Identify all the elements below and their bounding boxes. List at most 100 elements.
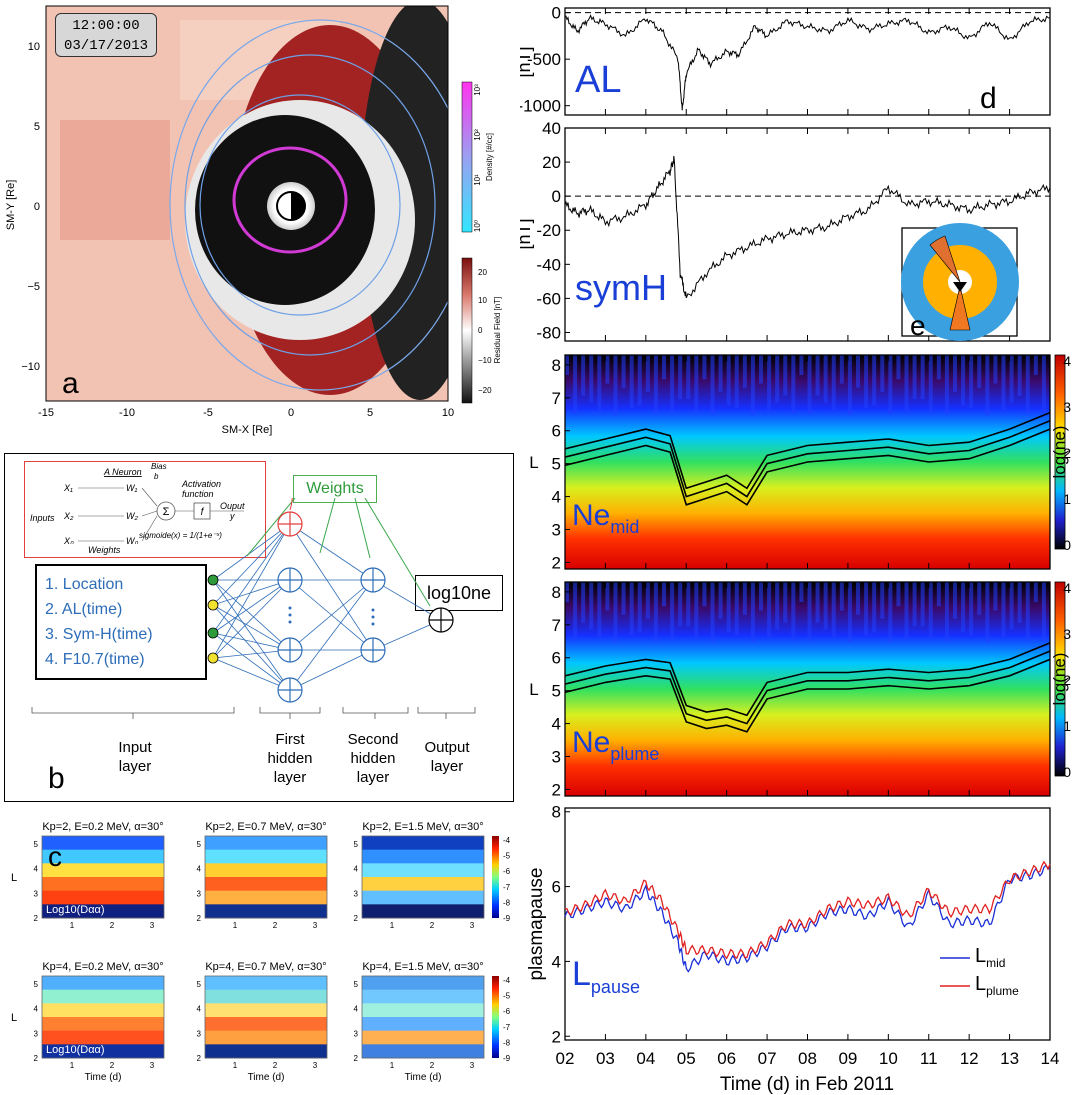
diffusion-ytick: 2 <box>354 1054 359 1063</box>
diffusion-cbar-tick: -8 <box>503 1038 511 1047</box>
diffusion-plot <box>204 835 328 919</box>
neuron-title: A Neuron <box>103 467 142 477</box>
y-tick-label: 3 <box>552 747 561 766</box>
diffusion-xlabel: Time (d) <box>405 1072 442 1083</box>
diffusion-band <box>205 1003 327 1018</box>
x-tick-label: 02 <box>556 1049 575 1068</box>
neuron-diagram-box <box>24 461 266 558</box>
diffusion-ylabel: L <box>11 872 17 884</box>
ne-cbar-tick: 3 <box>1063 399 1071 415</box>
diffusion-ytick: 4 <box>354 1005 359 1014</box>
plasmapause-xlabel: Time (d) in Feb 2011 <box>720 1074 894 1095</box>
plasmapause-contour-line <box>565 650 1050 725</box>
inputs-label: Inputs <box>30 513 55 523</box>
diffusion-band <box>362 863 484 878</box>
diffusion-xtick: 1 <box>70 1061 75 1070</box>
panel-a-xticks: -15 -10 -5 0 5 10 <box>38 407 454 419</box>
y-tick-label: 2 <box>552 780 561 799</box>
diffusion-plot-frame <box>361 975 485 1059</box>
diffusion-xtick: 2 <box>110 921 115 930</box>
diffusion-band <box>205 989 327 1004</box>
x-tick-label: 05 <box>677 1049 696 1068</box>
diffusion-band <box>205 863 327 878</box>
diffusion-band <box>205 1030 327 1045</box>
diffusion-plot <box>41 975 165 1059</box>
panel-a-yticks: 10 5 0 −5 −10 <box>21 41 40 373</box>
timestamp-box: 12:00:00 03/17/2013 <box>55 13 157 57</box>
diffusion-ytick: 3 <box>197 889 202 898</box>
x-tick-label: 09 <box>838 1049 857 1068</box>
diffusion-cbar-tick: -4 <box>503 976 511 985</box>
diffusion-band <box>362 849 484 864</box>
diffusion-ytick: 2 <box>197 1054 202 1063</box>
ne-cbar-label: log(ne) <box>1050 653 1069 706</box>
plasmapause-contour-line <box>565 428 1050 506</box>
output-node <box>428 607 454 633</box>
diffusion-xtick: 3 <box>470 1061 475 1070</box>
y-tick-label: 7 <box>552 616 561 635</box>
diffusion-plot-title: Kp=2, E=1.5 MeV, α=30° <box>362 821 483 833</box>
symh-series <box>564 155 1051 299</box>
diffusion-ytick: 4 <box>34 865 39 874</box>
diffusion-plot-frame <box>41 975 165 1059</box>
ne-cbar-tick: 3 <box>1063 626 1071 642</box>
x-tick-label: 06 <box>717 1049 736 1068</box>
svg-text:−20: −20 <box>478 386 492 395</box>
svg-text:-10: -10 <box>119 407 135 419</box>
x-tick-label: 11 <box>920 1049 938 1068</box>
timestamp-date: 03/17/2013 <box>63 38 148 54</box>
output-word: Ouput <box>220 501 245 511</box>
al-ylabel: [nT] <box>520 46 534 77</box>
density-colorbar <box>461 81 473 233</box>
diffusion-band <box>42 863 164 878</box>
diffusion-ytick: 5 <box>34 980 39 989</box>
al-big-label: AL <box>575 59 621 101</box>
ne-colorbar <box>1054 354 1066 550</box>
y-tick-label: 2 <box>552 1027 561 1046</box>
weights-small-label: Weights <box>88 545 121 555</box>
diffusion-cbar-tick: -6 <box>503 1007 511 1016</box>
diffusion-band <box>205 1044 327 1059</box>
y-tick-label: 7 <box>552 389 561 408</box>
ne-colorbar <box>1054 581 1066 777</box>
y-tick-label: 4 <box>552 952 561 971</box>
ne-cbar-tick: 1 <box>1063 718 1071 734</box>
ne-cbar-tick: 4 <box>1063 353 1071 369</box>
symh-big-label: symH <box>575 267 667 308</box>
heatmap-ylabel: L <box>529 453 538 472</box>
y-tick-label: 5 <box>552 682 561 701</box>
diffusion-ytick: 3 <box>34 889 39 898</box>
diffusion-xlabel: Time (d) <box>85 1072 122 1083</box>
svg-text:10: 10 <box>28 41 40 53</box>
diffusion-xtick: 2 <box>273 921 278 930</box>
sum-symbol: Σ <box>163 506 170 518</box>
diffusion-band <box>362 890 484 905</box>
diffusion-plot <box>204 975 328 1059</box>
plasmapause-contour-line <box>565 658 1050 733</box>
xn-term: Xₙ <box>63 536 74 546</box>
plasmapause-contour-line <box>565 411 1050 490</box>
bias-label: Bias <box>151 462 167 471</box>
diffusion-xtick: 3 <box>150 921 155 930</box>
diffusion-xtick: 3 <box>150 1061 155 1070</box>
diffusion-band <box>362 1017 484 1032</box>
y-tick-label: 8 <box>552 803 561 822</box>
diffusion-xtick: 2 <box>430 921 435 930</box>
diffusion-ytick: 5 <box>354 980 359 989</box>
diffusion-ytick: 4 <box>354 865 359 874</box>
diffusion-xtick: 3 <box>470 921 475 930</box>
diffusion-band <box>42 1003 164 1018</box>
diffusion-plot-title: Kp=4, E=0.7 MeV, α=30° <box>205 961 326 973</box>
y-tick-label: 8 <box>552 356 561 375</box>
wn-term: Wₙ <box>126 536 138 546</box>
diffusion-plot-title: Kp=2, E=0.7 MeV, α=30° <box>205 821 326 833</box>
density-contour <box>169 19 448 391</box>
diffusion-cbar-tick: -5 <box>503 852 511 861</box>
svg-text:5: 5 <box>34 121 40 133</box>
diffusion-cbar-tick: -9 <box>503 914 511 923</box>
plasmapause-ylabel: plasmapause <box>526 867 547 980</box>
input-item: 2. AL(time) <box>45 601 123 618</box>
diffusion-inset-label: Log10(Dαα) <box>46 904 105 916</box>
heatmap-big-label: Neplume <box>572 726 659 764</box>
ne-mid-frame-image <box>565 355 1050 569</box>
